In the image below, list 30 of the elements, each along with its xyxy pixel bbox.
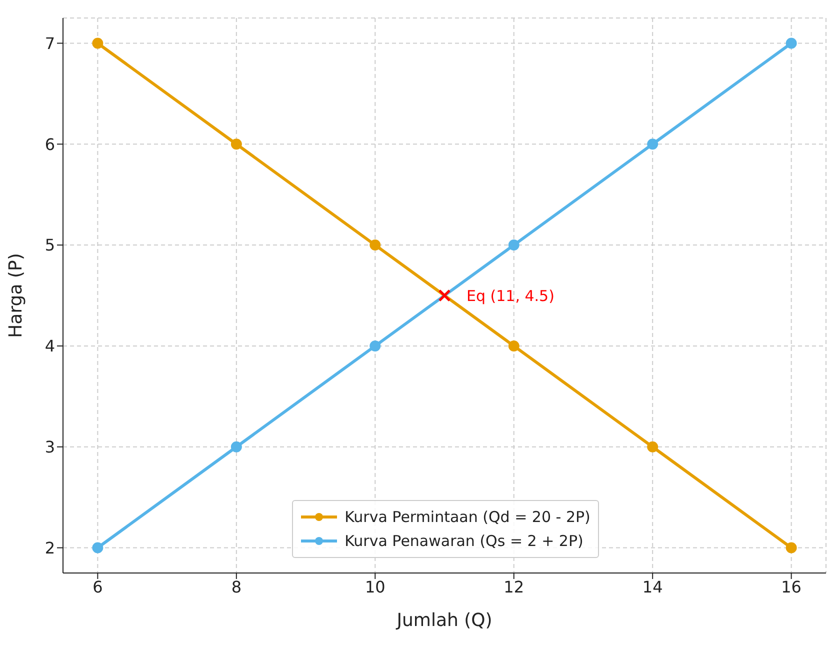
point <box>370 340 381 352</box>
x-axis-title: Jumlah (Q) <box>396 610 492 631</box>
point <box>508 340 520 352</box>
x-tick-label: 8 <box>231 577 242 596</box>
point <box>786 38 797 49</box>
y-tick-label: 5 <box>44 236 55 255</box>
legend-label: Kurva Permintaan (Qd = 20 - 2P) <box>344 507 590 528</box>
y-tick-label: 2 <box>44 538 55 558</box>
point <box>786 542 797 554</box>
point <box>92 542 104 554</box>
annotation: Eq (11, 4.5) <box>466 286 554 305</box>
x-tick-label: 12 <box>504 577 524 596</box>
point <box>508 240 520 251</box>
point <box>370 240 381 251</box>
x-tick-label: 6 <box>92 577 103 596</box>
y-axis-title: Harga (P) <box>5 253 26 338</box>
point <box>92 38 104 49</box>
x-tick-label: 14 <box>642 577 663 596</box>
point <box>230 138 242 150</box>
point <box>230 441 242 452</box>
y-tick-label: 7 <box>44 34 55 53</box>
legend-label: Kurva Penawaran (Qs = 2 + 2P) <box>344 531 584 552</box>
point <box>647 441 658 452</box>
point <box>438 289 451 302</box>
x-tick-label: 16 <box>781 577 802 596</box>
y-tick-label: 3 <box>44 438 55 457</box>
y-tick-label: 4 <box>44 336 55 356</box>
x-tick-label: 10 <box>364 577 386 596</box>
y-tick-label: 6 <box>44 134 55 154</box>
point <box>647 138 658 150</box>
